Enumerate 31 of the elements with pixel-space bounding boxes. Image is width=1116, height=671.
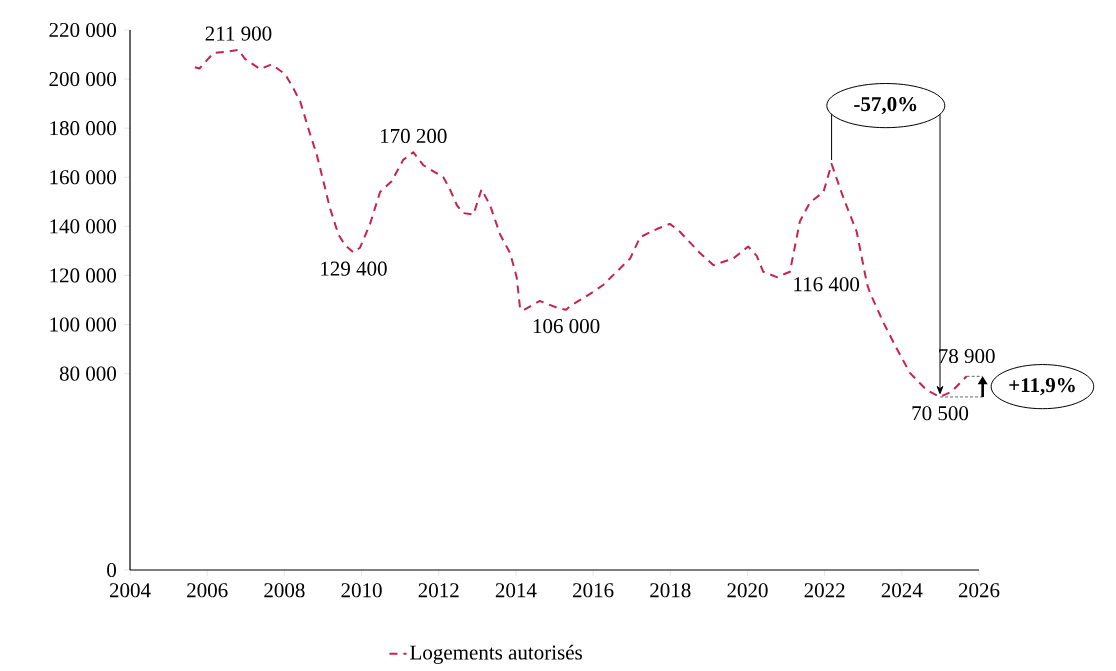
- data-label: 129 400: [321, 261, 387, 276]
- x-tick-label: 2010: [341, 583, 382, 598]
- data-label: 70 500: [912, 406, 969, 421]
- legend-label: Logements autorisés: [410, 644, 582, 664]
- x-tick-label: 2016: [573, 583, 614, 598]
- y-tick-label: 220 000: [49, 22, 116, 38]
- x-tick-label: 2004: [109, 583, 151, 598]
- y-tick-label: 200 000: [49, 72, 116, 87]
- x-tick-label: 2024: [881, 583, 923, 598]
- x-tick-label: 2014: [495, 583, 537, 598]
- x-tick-label: 2026: [958, 583, 1000, 598]
- y-tick-label: 140 000: [50, 219, 116, 234]
- data-label: 106 000: [533, 319, 600, 334]
- x-tick-label: 2022: [804, 583, 845, 598]
- data-label: 116 400: [794, 277, 860, 292]
- y-tick-label: 80 000: [59, 366, 116, 381]
- y-tick-label: 180 000: [50, 121, 116, 136]
- annotation: +11,9%: [1009, 378, 1075, 396]
- y-tick-label: 120 000: [50, 268, 116, 283]
- y-tick-label: 0: [107, 562, 117, 578]
- y-tick-label: 100 000: [50, 317, 116, 332]
- y-tick-label: 160 000: [50, 170, 116, 185]
- data-label: 211 900: [205, 26, 272, 41]
- x-tick-label: 2020: [727, 583, 768, 598]
- x-tick-label: 2012: [418, 583, 459, 598]
- data-label: 78 900: [939, 348, 995, 364]
- x-tick-label: 2008: [264, 583, 305, 598]
- annotation: -57,0%: [854, 96, 917, 115]
- data-label: 170 200: [380, 128, 447, 144]
- x-tick-label: 2018: [650, 583, 691, 598]
- x-tick-label: 2006: [187, 583, 228, 598]
